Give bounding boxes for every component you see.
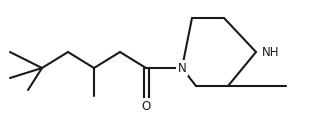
Text: N: N — [178, 62, 186, 74]
Text: O: O — [141, 100, 151, 112]
Text: NH: NH — [262, 46, 279, 58]
